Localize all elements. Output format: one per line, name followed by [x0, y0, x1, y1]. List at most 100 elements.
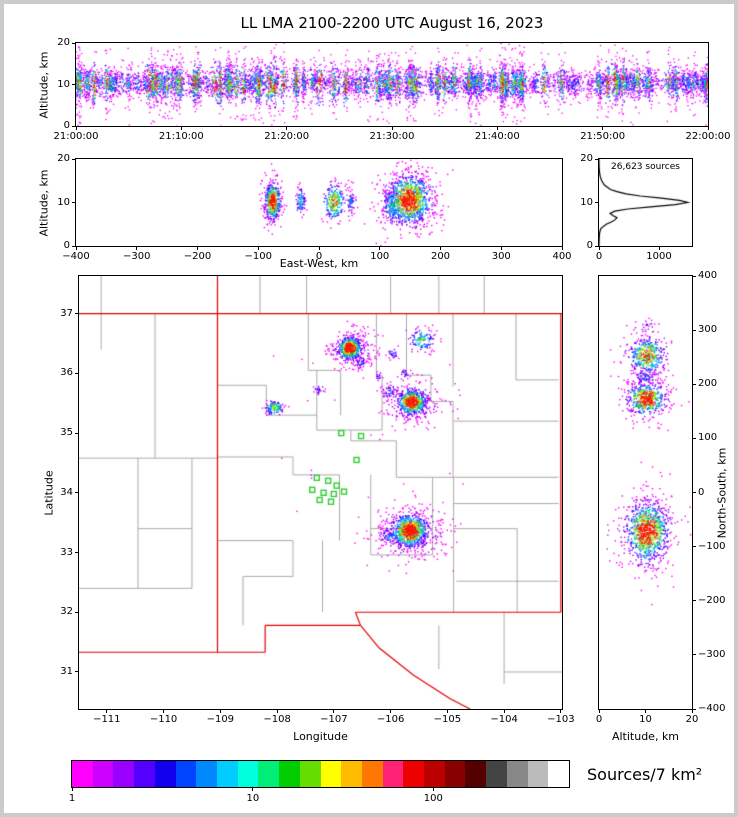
y-tick-mark	[75, 492, 79, 494]
x-tick-mark	[257, 246, 259, 250]
colorbar-title: Sources/7 km²	[587, 765, 703, 784]
x-tick-mark	[658, 246, 660, 250]
colorbar-block	[320, 761, 342, 787]
colorbar-frame	[71, 760, 570, 788]
x-tick-mark	[500, 246, 502, 250]
x-tick-mark	[707, 126, 709, 130]
y-tick-mark	[75, 372, 79, 374]
y-tick-label: 0	[63, 120, 70, 131]
x-tick-mark	[106, 709, 108, 713]
y-tick-label: 0	[63, 240, 70, 251]
x-tick-mark	[333, 709, 335, 713]
x-tick-mark	[136, 246, 138, 250]
x-tick-mark	[496, 126, 498, 130]
y-tick-mark	[595, 158, 599, 160]
colorbar-tick-mark	[252, 787, 254, 791]
x-tick-label: 0	[595, 714, 603, 725]
colorbar-block	[279, 761, 301, 787]
time-height-canvas	[76, 43, 708, 126]
y-tick-label: 36	[60, 367, 73, 379]
x-tick-label: 10	[639, 714, 652, 725]
x-tick-mark	[440, 246, 441, 250]
y-tick-label: −100	[698, 540, 726, 552]
map-canvas	[79, 276, 562, 709]
y-tick-mark	[72, 125, 76, 127]
y-tick-label: 37	[60, 307, 73, 319]
y-tick-mark	[75, 611, 79, 613]
y-tick-mark	[595, 245, 599, 247]
x-tick-label: 21:40:00	[474, 131, 520, 142]
x-tick-mark	[219, 709, 221, 713]
y-tick-label: 0	[698, 486, 705, 498]
y-tick-label: 10	[57, 78, 70, 90]
histogram-sources-count: 26,623 sources	[611, 162, 680, 172]
colorbar-block	[548, 761, 570, 787]
y-tick-mark	[72, 245, 76, 247]
y-tick-label: 400	[698, 270, 718, 281]
x-tick-mark	[197, 246, 198, 250]
x-tick-mark	[276, 709, 278, 713]
colorbar-block	[113, 761, 135, 787]
y-tick-mark	[692, 437, 696, 439]
x-tick-label: −105	[433, 714, 462, 725]
colorbar-block	[72, 761, 94, 787]
colorbar-block	[134, 761, 156, 787]
y-tick-mark	[75, 552, 79, 554]
y-tick-mark	[75, 432, 79, 434]
x-tick-mark	[286, 126, 288, 130]
x-tick-label: 22:00:00	[685, 131, 731, 142]
x-tick-label: −108	[263, 714, 291, 725]
x-tick-mark	[602, 126, 604, 130]
y-tick-label: 20	[57, 37, 70, 48]
x-tick-label: −300	[123, 251, 151, 262]
colorbar-block	[154, 761, 177, 787]
x-tick-mark	[391, 126, 393, 130]
y-tick-mark	[692, 654, 696, 656]
x-tick-label: 300	[491, 251, 511, 262]
y-tick-label: 20	[57, 153, 70, 164]
north-south-height-canvas	[599, 276, 692, 709]
x-tick-label: −111	[93, 714, 121, 725]
y-tick-mark	[72, 84, 76, 85]
colorbar-tick-label: 100	[423, 793, 443, 804]
x-tick-label: −109	[206, 714, 235, 725]
x-tick-label: −200	[183, 251, 212, 262]
colorbar	[72, 761, 570, 787]
x-tick-mark	[446, 709, 448, 713]
x-tick-label: −100	[244, 251, 272, 262]
colorbar-block	[465, 761, 487, 787]
colorbar-block	[527, 761, 549, 787]
y-tick-mark	[75, 313, 79, 315]
colorbar-block	[403, 761, 425, 787]
y-tick-label: 10	[580, 196, 593, 208]
x-tick-mark	[75, 246, 77, 250]
y-tick-label: 10	[57, 196, 70, 208]
colorbar-tick-mark	[432, 787, 434, 791]
y-tick-label: −400	[698, 703, 726, 714]
x-tick-label: −104	[490, 714, 518, 725]
colorbar-block	[258, 761, 280, 787]
colorbar-tick-label: 10	[246, 793, 260, 804]
y-tick-mark	[72, 42, 76, 44]
x-tick-label: −103	[547, 714, 575, 725]
y-tick-mark	[692, 600, 696, 602]
y-tick-mark	[75, 671, 79, 673]
y-tick-label: −300	[698, 648, 726, 660]
x-tick-mark	[691, 709, 693, 713]
ns-panel-xaxis-label: Altitude, km	[611, 730, 680, 743]
y-tick-label: −200	[698, 594, 726, 606]
x-tick-label: 100	[370, 251, 390, 262]
colorbar-block	[92, 761, 114, 787]
x-tick-label: 21:00:00	[53, 131, 99, 142]
y-tick-mark	[692, 492, 696, 493]
colorbar-block	[361, 761, 384, 787]
x-tick-label: 400	[552, 251, 572, 262]
colorbar-block	[175, 761, 197, 787]
y-tick-label: 100	[698, 432, 718, 444]
x-tick-mark	[645, 709, 646, 713]
x-tick-mark	[180, 126, 182, 130]
x-tick-label: −110	[149, 714, 178, 725]
x-tick-label: −400	[62, 251, 90, 262]
x-tick-mark	[379, 246, 381, 250]
